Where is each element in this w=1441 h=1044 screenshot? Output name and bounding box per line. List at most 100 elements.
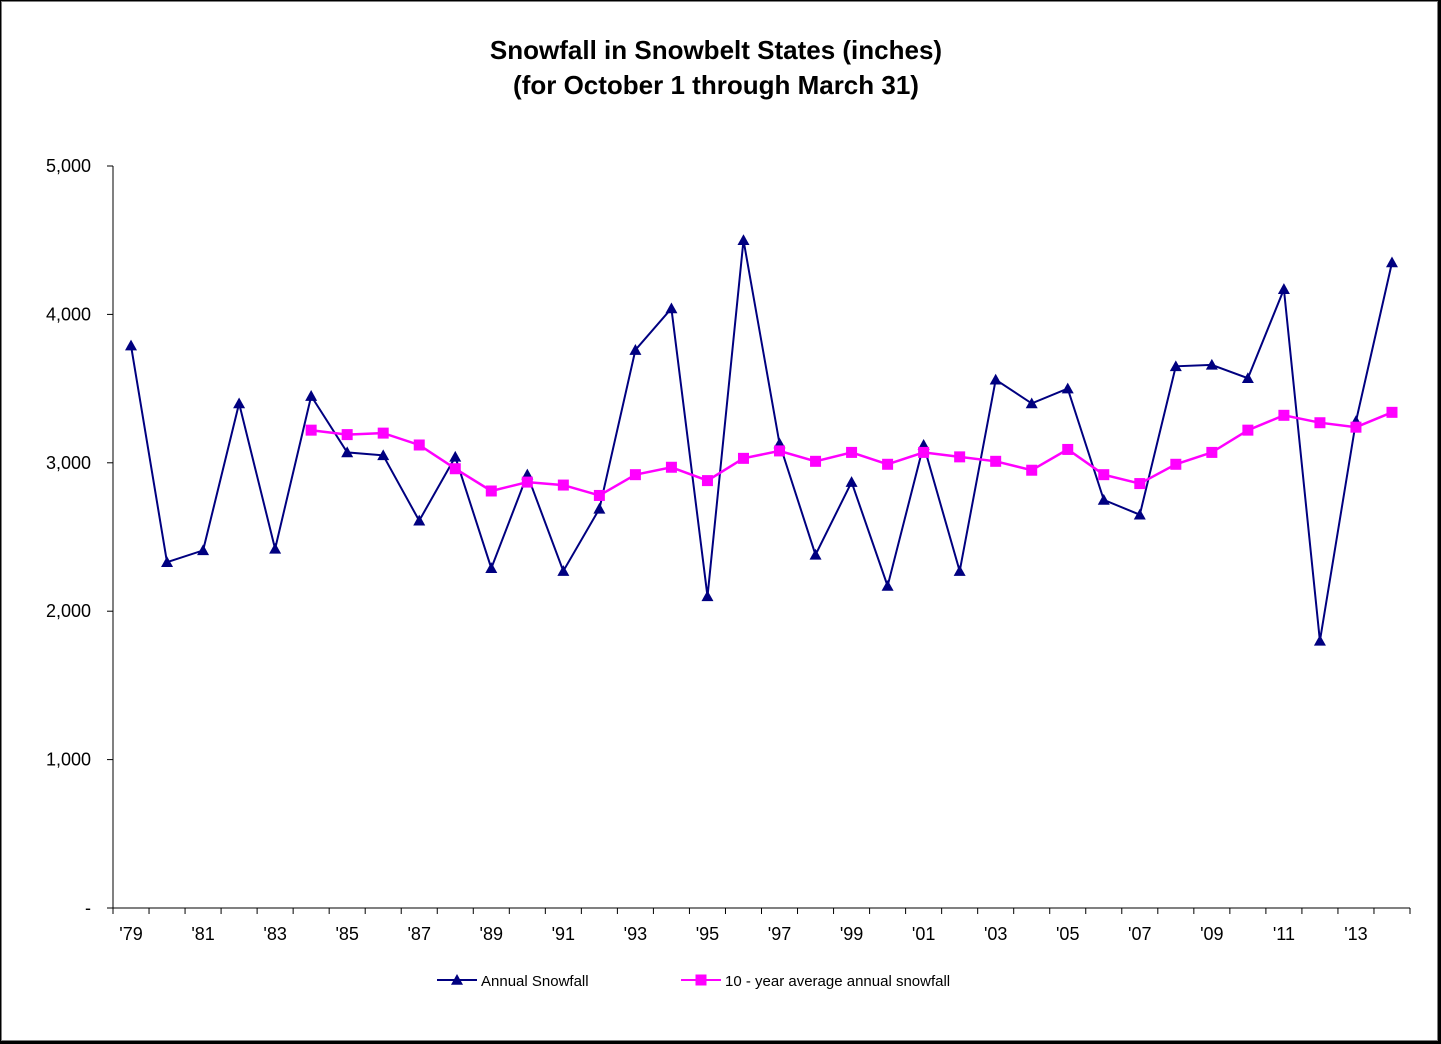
data-point xyxy=(305,424,317,436)
data-point xyxy=(449,450,462,462)
data-point xyxy=(1241,372,1254,384)
x-tick-label: '89 xyxy=(480,924,503,944)
data-point xyxy=(1277,283,1290,294)
x-tick-label: '09 xyxy=(1200,924,1223,944)
data-point xyxy=(1097,493,1110,505)
y-tick-label: 1,000 xyxy=(46,750,91,770)
x-tick-label: '99 xyxy=(840,924,863,944)
data-point xyxy=(557,479,569,491)
data-point xyxy=(1278,409,1290,421)
series-ten-year-average xyxy=(305,406,1398,501)
x-tick-label: '11 xyxy=(1273,924,1295,944)
data-point xyxy=(521,476,533,488)
data-point xyxy=(881,579,894,591)
y-tick-label: 4,000 xyxy=(46,304,91,324)
data-point xyxy=(665,302,678,314)
data-point xyxy=(918,446,930,458)
series-line xyxy=(130,240,1393,642)
data-point xyxy=(1169,360,1182,372)
legend-item: Annual Snowfall xyxy=(437,973,589,990)
data-point xyxy=(845,476,858,487)
data-point xyxy=(305,390,318,401)
data-point xyxy=(413,514,426,526)
data-point xyxy=(990,455,1002,467)
chart-title-line-1: Snowfall in Snowbelt States (inches) xyxy=(490,35,942,65)
legend-label: 10 - year average annual snowfall xyxy=(725,973,950,990)
data-point xyxy=(810,455,822,467)
data-point xyxy=(377,449,390,461)
data-point xyxy=(1026,464,1038,476)
data-point xyxy=(233,397,246,409)
legend-swatch-marker xyxy=(451,974,463,985)
y-tick-label: - xyxy=(85,898,91,918)
data-point xyxy=(485,562,498,573)
x-tick-label: '03 xyxy=(984,924,1007,944)
data-point xyxy=(1242,424,1254,436)
data-point xyxy=(665,461,677,473)
data-point xyxy=(701,475,713,487)
data-point xyxy=(629,344,642,355)
data-point xyxy=(1170,458,1182,470)
data-point xyxy=(593,489,605,501)
axes: - 1,000 2,000 3,000 4,000 5,000 '79 '81 '83 '85 '8… xyxy=(46,156,1411,944)
data-point xyxy=(1098,469,1110,481)
data-point xyxy=(1386,406,1398,418)
chart-title-line-2: (for October 1 through March 31) xyxy=(513,70,919,100)
data-point xyxy=(809,548,822,560)
data-point xyxy=(341,446,354,458)
y-tick-label: 5,000 xyxy=(46,156,91,176)
x-tick-label: '01 xyxy=(912,924,935,944)
data-point xyxy=(629,469,641,481)
data-point xyxy=(1025,397,1038,409)
x-tick-label: '87 xyxy=(408,924,431,944)
x-tick-label: '83 xyxy=(263,924,286,944)
legend-item: 10 - year average annual snowfall xyxy=(681,973,950,990)
data-point xyxy=(1314,417,1326,429)
data-point xyxy=(269,542,282,554)
data-point xyxy=(954,451,966,463)
data-point xyxy=(1133,508,1146,520)
data-point xyxy=(593,502,606,514)
x-tick-label: '79 xyxy=(119,924,142,944)
y-tick-label: 3,000 xyxy=(46,453,91,473)
data-point xyxy=(882,458,894,470)
legend: Annual Snowfall 10 - year average annual … xyxy=(437,973,950,990)
data-point xyxy=(1206,446,1218,458)
data-point xyxy=(774,445,786,457)
x-tick-label: '13 xyxy=(1344,924,1367,944)
x-tick-label: '97 xyxy=(768,924,791,944)
data-point xyxy=(1061,382,1074,394)
x-tick-label: '05 xyxy=(1056,924,1079,944)
series-layer xyxy=(125,234,1398,646)
data-point xyxy=(701,590,714,602)
data-point xyxy=(197,544,210,556)
x-tick-label: '81 xyxy=(191,924,214,944)
data-point xyxy=(846,446,858,458)
data-point xyxy=(1205,358,1218,370)
series-annual-snowfall xyxy=(125,234,1398,646)
data-point xyxy=(989,373,1002,385)
data-point xyxy=(1350,421,1362,433)
x-tick-label: '07 xyxy=(1128,924,1151,944)
data-point xyxy=(485,485,497,497)
legend-swatch-marker xyxy=(695,974,707,986)
y-tick-label: 2,000 xyxy=(46,601,91,621)
data-point xyxy=(557,565,570,576)
data-point xyxy=(1062,443,1074,455)
data-point xyxy=(953,565,966,576)
x-tick-label: '95 xyxy=(696,924,719,944)
x-tick-label: '91 xyxy=(552,924,575,944)
x-tick-label: '93 xyxy=(624,924,647,944)
data-point xyxy=(125,339,138,351)
data-point xyxy=(449,463,461,475)
data-point xyxy=(737,234,750,245)
data-point xyxy=(1313,634,1326,646)
data-point xyxy=(1385,256,1398,268)
data-point xyxy=(161,556,174,568)
data-point xyxy=(341,429,353,441)
data-point xyxy=(737,452,749,464)
data-point xyxy=(413,439,425,451)
legend-label: Annual Snowfall xyxy=(481,973,589,990)
